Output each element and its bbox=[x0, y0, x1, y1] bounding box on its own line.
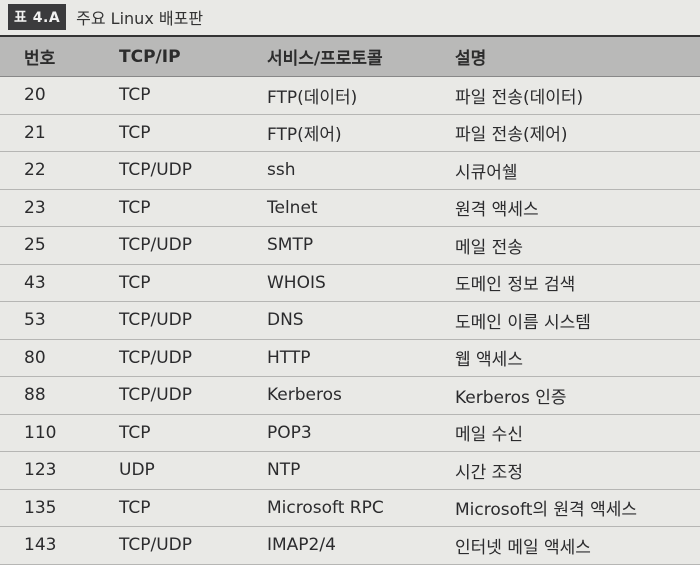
cell-description: Microsoft의 원격 액세스 bbox=[455, 500, 638, 521]
cell-tcpip: TCP bbox=[119, 272, 151, 293]
table-caption: 표 4.A 주요 Linux 배포판 bbox=[8, 2, 203, 32]
cell-number: 43 bbox=[24, 272, 46, 293]
cell-service: NTP bbox=[267, 460, 301, 481]
cell-description: 원격 액세스 bbox=[455, 200, 539, 221]
cell-tcpip: TCP/UDP bbox=[119, 235, 193, 256]
table-header-row: 번호 TCP/IP 서비스/프로토콜 설명 bbox=[0, 37, 700, 77]
cell-tcpip: TCP bbox=[119, 497, 151, 518]
header-description: 설명 bbox=[455, 49, 487, 69]
table-row: 143 TCP/UDP IMAP2/4 인터넷 메일 액세스 bbox=[0, 527, 700, 565]
cell-tcpip: TCP/UDP bbox=[119, 347, 193, 368]
cell-number: 123 bbox=[24, 460, 57, 481]
cell-service: DNS bbox=[267, 310, 304, 331]
cell-number: 143 bbox=[24, 535, 57, 556]
cell-description: 도메인 정보 검색 bbox=[455, 275, 576, 296]
cell-service: Telnet bbox=[267, 197, 318, 218]
cell-tcpip: TCP/UDP bbox=[119, 160, 193, 181]
table-row: 43 TCP WHOIS 도메인 정보 검색 bbox=[0, 265, 700, 302]
port-table: 번호 TCP/IP 서비스/프로토콜 설명 20 TCP FTP(데이터) 파일 전송… bbox=[0, 35, 700, 565]
cell-tcpip: TCP bbox=[119, 85, 151, 106]
table-row: 21 TCP FTP(제어) 파일 전송(제어) bbox=[0, 115, 700, 152]
cell-tcpip: UDP bbox=[119, 460, 155, 481]
table-row: 53 TCP/UDP DNS 도메인 이름 시스템 bbox=[0, 302, 700, 340]
cell-number: 88 bbox=[24, 385, 46, 406]
cell-description: 인터넷 메일 액세스 bbox=[455, 537, 591, 558]
cell-number: 22 bbox=[24, 160, 46, 181]
table-row: 20 TCP FTP(데이터) 파일 전송(데이터) bbox=[0, 77, 700, 115]
cell-description: 메일 전송 bbox=[455, 237, 523, 258]
cell-number: 20 bbox=[24, 85, 46, 106]
cell-service: FTP(데이터) bbox=[267, 87, 358, 108]
cell-service: SMTP bbox=[267, 235, 314, 256]
cell-description: 도메인 이름 시스템 bbox=[455, 312, 591, 333]
cell-service: IMAP2/4 bbox=[267, 535, 336, 556]
header-number: 번호 bbox=[24, 49, 56, 69]
cell-tcpip: TCP/UDP bbox=[119, 385, 193, 406]
table-number-tag: 표 4.A bbox=[8, 4, 67, 30]
cell-description: 웹 액세스 bbox=[455, 350, 523, 371]
cell-service: WHOIS bbox=[267, 272, 326, 293]
cell-service: Kerberos bbox=[267, 385, 342, 406]
cell-number: 23 bbox=[24, 197, 46, 218]
cell-tcpip: TCP/UDP bbox=[119, 535, 193, 556]
table-row: 123 UDP NTP 시간 조정 bbox=[0, 452, 700, 490]
cell-number: 80 bbox=[24, 347, 46, 368]
cell-description: Kerberos 인증 bbox=[455, 387, 567, 408]
table-title: 주요 Linux 배포판 bbox=[76, 9, 204, 28]
table-row: 23 TCP Telnet 원격 액세스 bbox=[0, 190, 700, 227]
cell-description: 시간 조정 bbox=[455, 462, 523, 483]
table-body: 20 TCP FTP(데이터) 파일 전송(데이터) 21 TCP FTP(제어) 파일 전송… bbox=[0, 77, 700, 565]
cell-tcpip: TCP bbox=[119, 197, 151, 218]
table-row: 88 TCP/UDP Kerberos Kerberos 인증 bbox=[0, 377, 700, 415]
table-row: 25 TCP/UDP SMTP 메일 전송 bbox=[0, 227, 700, 265]
cell-number: 135 bbox=[24, 497, 57, 518]
cell-number: 110 bbox=[24, 422, 57, 443]
cell-service: POP3 bbox=[267, 422, 312, 443]
cell-service: FTP(제어) bbox=[267, 125, 342, 146]
cell-description: 메일 수신 bbox=[455, 425, 523, 446]
table-row: 135 TCP Microsoft RPC Microsoft의 원격 액세스 bbox=[0, 490, 700, 527]
cell-description: 시큐어쉘 bbox=[455, 162, 518, 183]
header-tcpip: TCP/IP bbox=[119, 46, 181, 67]
cell-description: 파일 전송(데이터) bbox=[455, 87, 584, 108]
cell-tcpip: TCP bbox=[119, 122, 151, 143]
cell-service: Microsoft RPC bbox=[267, 497, 384, 518]
cell-tcpip: TCP bbox=[119, 422, 151, 443]
cell-tcpip: TCP/UDP bbox=[119, 310, 193, 331]
table-row: 80 TCP/UDP HTTP 웹 액세스 bbox=[0, 340, 700, 377]
cell-number: 53 bbox=[24, 310, 46, 331]
table-row: 110 TCP POP3 메일 수신 bbox=[0, 415, 700, 452]
cell-description: 파일 전송(제어) bbox=[455, 125, 568, 146]
header-service: 서비스/프로토콜 bbox=[267, 49, 383, 69]
cell-number: 25 bbox=[24, 235, 46, 256]
cell-number: 21 bbox=[24, 122, 46, 143]
cell-service: HTTP bbox=[267, 347, 311, 368]
table-row: 22 TCP/UDP ssh 시큐어쉘 bbox=[0, 152, 700, 190]
cell-service: ssh bbox=[267, 160, 296, 181]
